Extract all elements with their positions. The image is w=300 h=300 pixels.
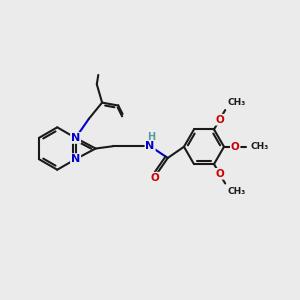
Text: H: H — [148, 132, 156, 142]
Text: CH₃: CH₃ — [251, 142, 269, 151]
Text: CH₃: CH₃ — [227, 98, 246, 107]
Text: CH₃: CH₃ — [227, 187, 246, 196]
Text: N: N — [71, 154, 80, 164]
Text: O: O — [151, 173, 160, 183]
Text: O: O — [231, 142, 240, 152]
Text: N: N — [71, 133, 80, 143]
Text: O: O — [215, 115, 224, 125]
Text: O: O — [215, 169, 224, 179]
Text: N: N — [146, 141, 155, 151]
